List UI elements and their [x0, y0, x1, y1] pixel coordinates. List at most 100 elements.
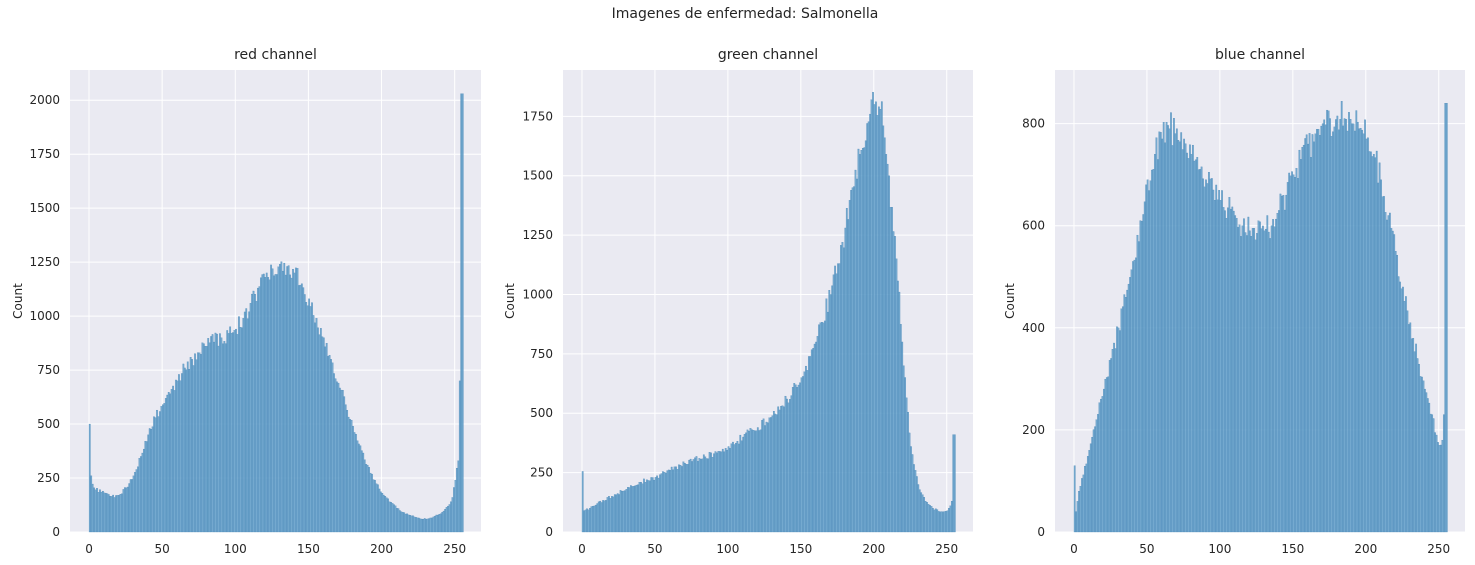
histogram-bar — [1152, 169, 1155, 533]
histogram-bar — [1332, 131, 1334, 533]
histogram-bar — [953, 434, 956, 533]
histogram-bar — [1237, 227, 1239, 533]
histogram-bar — [1311, 134, 1314, 533]
histogram-bar — [1372, 154, 1375, 533]
y-tick-label: 1500 — [522, 169, 553, 183]
histogram-bar — [1243, 218, 1245, 533]
histogram-bar — [1349, 119, 1352, 533]
histogram-bar — [1139, 220, 1142, 533]
histogram-bar — [1246, 235, 1248, 533]
histogram-bar — [1442, 414, 1445, 533]
x-tick-label: 150 — [789, 542, 812, 556]
y-tick-label: 1000 — [522, 287, 553, 301]
histogram-bar — [1421, 376, 1423, 533]
histogram-bar — [1340, 101, 1343, 533]
histogram-bar — [1370, 151, 1372, 533]
histogram-bar — [1142, 214, 1145, 533]
histogram-bar — [1151, 169, 1153, 533]
histogram-bar — [1405, 296, 1407, 533]
histogram-bar — [1352, 123, 1355, 533]
histogram-bar — [1078, 491, 1080, 533]
histogram-bar — [1110, 358, 1113, 533]
histogram-bar — [1435, 434, 1438, 533]
histogram-bar — [1424, 388, 1426, 533]
histogram-bar — [1140, 220, 1143, 533]
figure-suptitle: Imagenes de enfermedad: Salmonella — [611, 6, 879, 22]
histogram-bar — [1426, 398, 1429, 533]
histogram-bar — [1221, 190, 1223, 533]
histogram-bar — [1238, 224, 1241, 533]
histogram-bar — [1092, 429, 1095, 533]
histogram-bar — [1133, 259, 1136, 533]
histogram-bar — [1304, 138, 1307, 533]
histogram-bar — [1126, 289, 1129, 533]
histogram-bar — [1097, 414, 1099, 533]
y-tick-label: 1000 — [29, 309, 60, 323]
histogram-bar — [1229, 208, 1232, 533]
histogram-bar — [1218, 190, 1221, 533]
histogram-bar — [1380, 179, 1382, 533]
histogram-bar — [1216, 199, 1219, 533]
histogram-bar — [1364, 119, 1366, 533]
histogram-bar — [1337, 129, 1340, 533]
histogram-bar — [1085, 463, 1088, 533]
histogram-bar — [1289, 175, 1292, 533]
x-tick-label: 250 — [935, 542, 958, 556]
histogram-bar — [1107, 376, 1110, 533]
histogram-bar — [1429, 413, 1432, 533]
histogram-bar — [1079, 486, 1082, 533]
histogram-bar — [1356, 121, 1359, 533]
histogram-bar — [1281, 195, 1283, 533]
histogram-bar — [1180, 132, 1183, 533]
histogram-bar — [1159, 132, 1162, 533]
histogram-bar — [1124, 297, 1127, 533]
histogram-bar — [1215, 184, 1218, 533]
histogram-bar — [1339, 119, 1342, 533]
histogram-bar — [1386, 219, 1388, 533]
histogram-bar — [1273, 226, 1276, 533]
histogram-bar — [1174, 133, 1177, 533]
chart-title-blue: blue channel — [1214, 47, 1306, 63]
histogram-bar — [1154, 154, 1156, 533]
histogram-bar — [1377, 182, 1380, 533]
histogram-bar — [1288, 172, 1291, 533]
x-tick-label: 0 — [578, 542, 586, 556]
bars-blue — [1073, 101, 1448, 533]
histogram-bar — [1206, 183, 1209, 533]
histogram-bar — [1143, 201, 1146, 533]
y-tick-label: 750 — [37, 363, 60, 377]
x-tick-label: 50 — [155, 542, 170, 556]
histogram-bar — [1409, 322, 1412, 533]
y-tick-label: 750 — [530, 347, 553, 361]
histogram-bar — [1302, 144, 1305, 533]
histogram-bar — [1262, 225, 1264, 533]
histogram-bar — [1310, 157, 1312, 533]
x-tick-label: 250 — [1427, 542, 1450, 556]
histogram-bar — [1336, 115, 1339, 533]
histogram-bar — [1184, 143, 1187, 533]
histogram-bar — [1266, 215, 1269, 533]
histogram-bar — [1256, 233, 1258, 533]
histogram-bar — [1422, 380, 1425, 533]
histogram-bar — [1327, 110, 1330, 533]
histogram-bar — [1088, 450, 1091, 533]
histogram-bar — [1305, 134, 1308, 533]
histogram-bar — [1394, 251, 1397, 533]
histogram-bar — [1199, 169, 1202, 533]
y-tick-label: 500 — [530, 406, 553, 420]
histogram-bar — [1299, 159, 1302, 533]
histogram-bar — [1371, 156, 1374, 533]
histogram-bar — [1378, 162, 1381, 533]
histogram-bar — [1173, 118, 1175, 533]
histogram-bar — [1375, 150, 1378, 533]
histogram-bar — [1251, 228, 1254, 533]
x-tick-label: 100 — [1208, 542, 1231, 556]
histogram-bar — [1225, 218, 1228, 533]
x-tick-label: 100 — [716, 542, 739, 556]
histogram-bar — [1073, 465, 1076, 533]
histogram-bar — [1135, 257, 1137, 533]
histogram-bar — [1361, 129, 1363, 533]
y-tick-label: 1250 — [522, 228, 553, 242]
histogram-bar — [1294, 177, 1296, 533]
